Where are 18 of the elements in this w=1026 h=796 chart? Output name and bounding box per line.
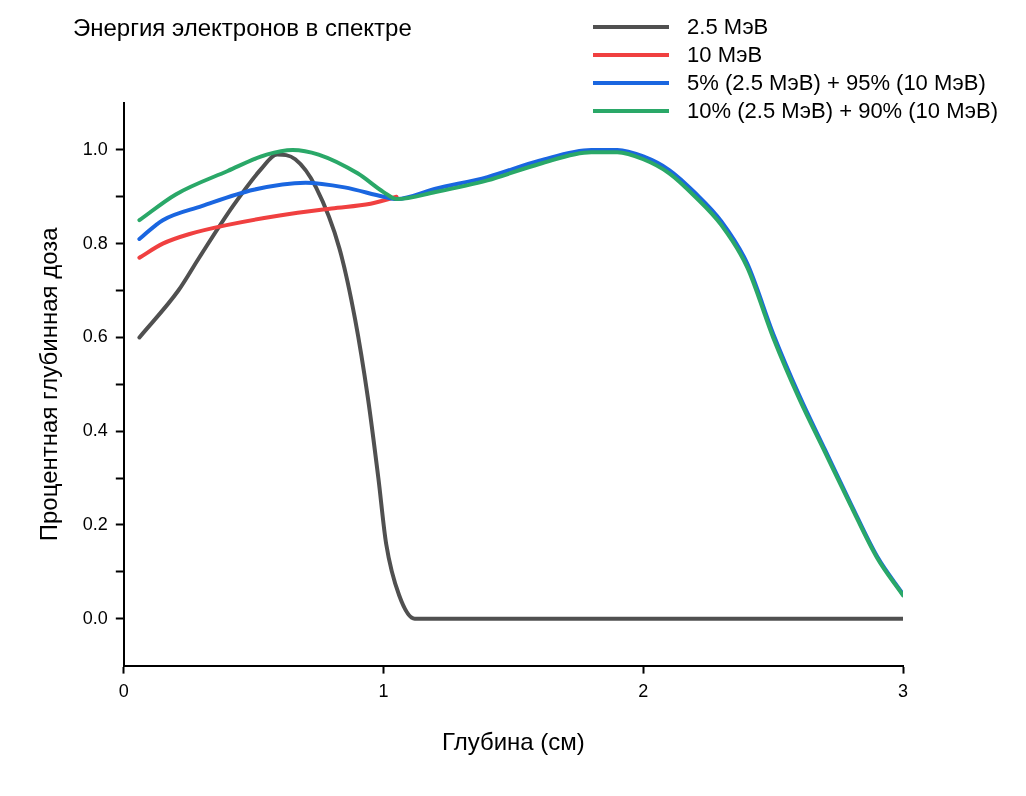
y-tick-label: 0.6 [82, 326, 108, 347]
x-axis-title: Глубина (см) [442, 728, 585, 756]
legend-label: 10% (2.5 МэВ) + 90% (10 МэВ) [687, 98, 998, 124]
y-tick-label: 0.8 [82, 232, 108, 253]
y-tick-label: 1.0 [82, 138, 108, 159]
x-tick-label: 1 [378, 681, 389, 702]
y-tick-label: 0.2 [82, 513, 108, 534]
line-series [137, 194, 399, 260]
y-tick-label: 0.4 [82, 420, 108, 441]
legend-label: 10 МэВ [687, 42, 763, 68]
legend-title: Энергия электронов в спектре [73, 14, 412, 42]
legend-label: 2.5 МэВ [687, 14, 769, 40]
x-tick-label: 2 [638, 681, 649, 702]
y-tick-label: 0.0 [82, 607, 108, 628]
y-axis-title: Процентная глубинная доза [35, 226, 63, 542]
x-tick-label: 3 [897, 681, 909, 702]
x-tick-label: 0 [118, 681, 129, 702]
legend-label: 5% (2.5 МэВ) + 95% (10 МэВ) [687, 70, 986, 96]
